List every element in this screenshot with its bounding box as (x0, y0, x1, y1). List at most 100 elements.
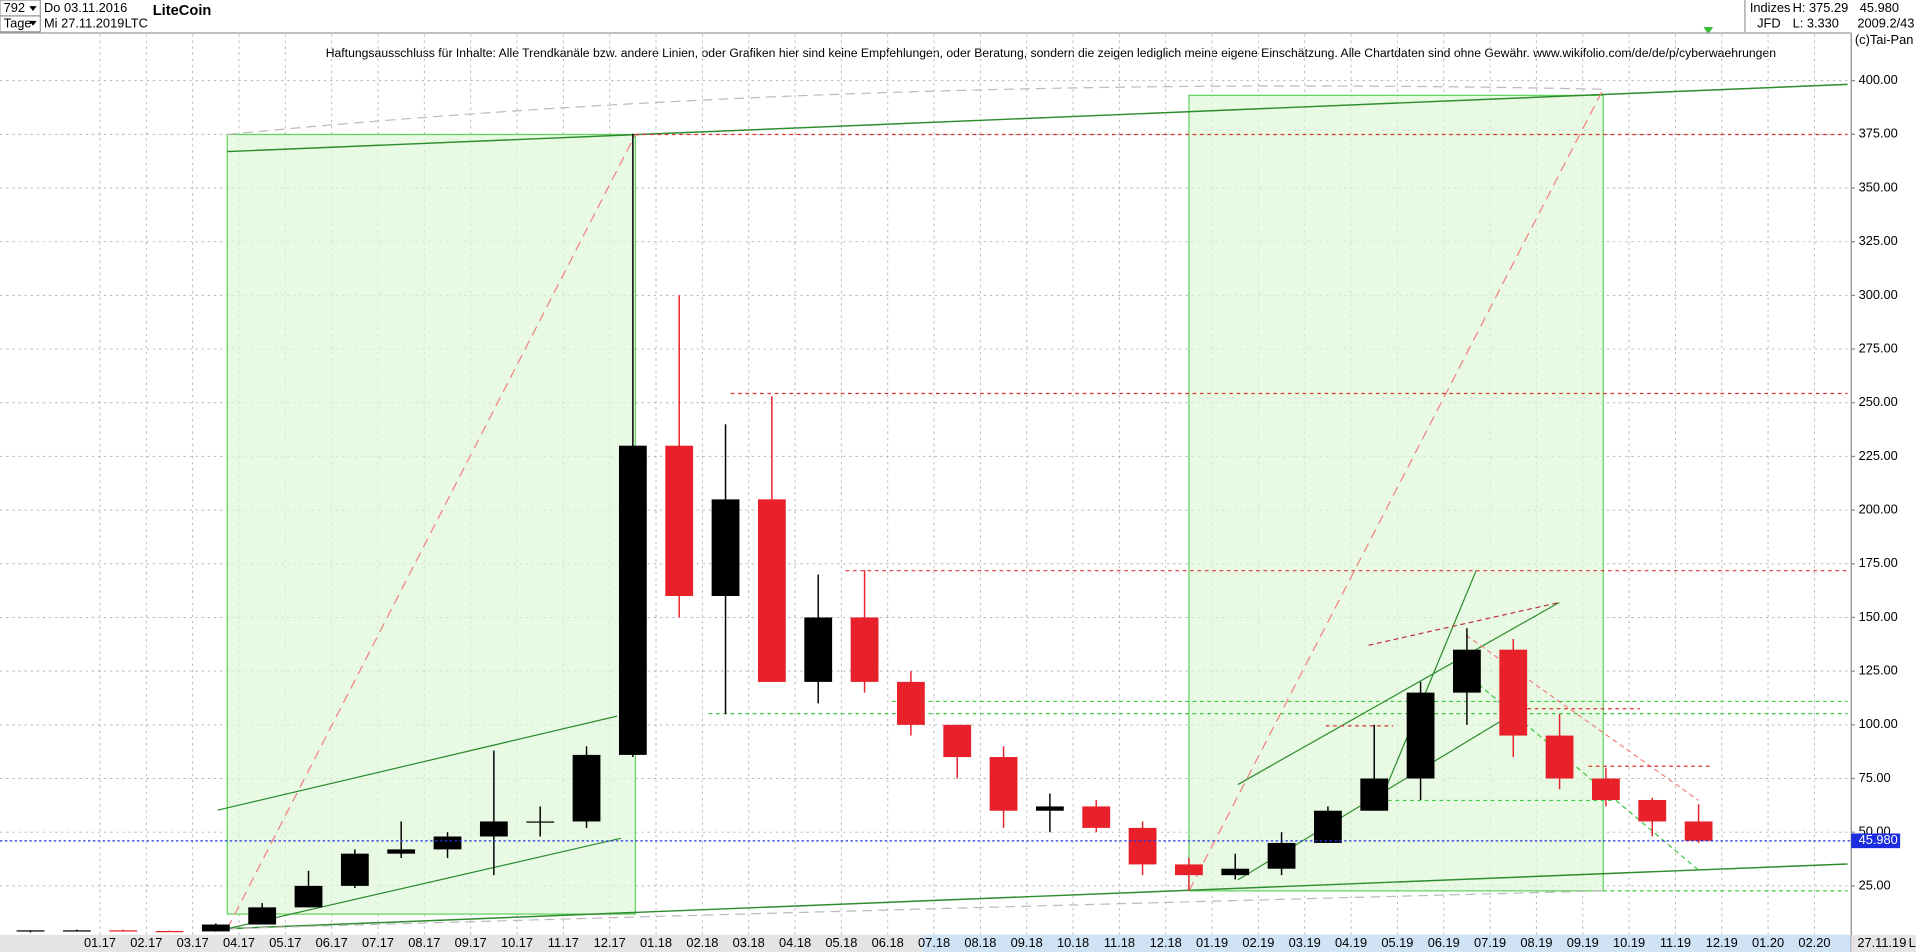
symbol: LTC (125, 15, 148, 30)
candle-body (1406, 692, 1435, 779)
source: JFD (1757, 15, 1781, 30)
y-tick-label: 175.00 (1859, 555, 1898, 570)
candle-body (526, 821, 555, 823)
candle-body (1174, 864, 1203, 876)
candle-body (294, 885, 323, 908)
from-date: Do 03.11.2016 (44, 0, 127, 15)
y-tick-label: 325.00 (1859, 233, 1898, 248)
x-tick-label: 03.19 (1289, 935, 1321, 950)
candle-body (1592, 778, 1620, 800)
candle-body (201, 924, 230, 932)
x-tick-label: 04.19 (1335, 935, 1367, 950)
x-tick-label: 06.17 (316, 935, 348, 950)
candle-body (1545, 735, 1574, 779)
candle-body (711, 499, 740, 596)
y-tick-label: 150.00 (1859, 609, 1898, 624)
to-date: Mi 27.11.2019 (44, 15, 124, 30)
candle-body (387, 849, 416, 854)
x-tick-label: 07.18 (918, 935, 950, 950)
x-tick-label: 05.19 (1381, 935, 1413, 950)
y-tick-label: 275.00 (1859, 340, 1898, 355)
candle-body (1082, 806, 1111, 828)
x-tick-label: 03.17 (177, 935, 209, 950)
x-tick-label: 06.18 (872, 935, 904, 950)
x-tick-label: 05.18 (825, 935, 857, 950)
y-tick-label: 75.00 (1859, 770, 1891, 785)
y-tick-label: 375.00 (1859, 126, 1898, 141)
y-tick-label: 25.00 (1859, 877, 1891, 892)
candle-body (1360, 778, 1389, 811)
arc (227, 85, 1604, 136)
y-tick-label: 125.00 (1859, 663, 1898, 678)
x-tick-label: 07.19 (1474, 935, 1506, 950)
group: Indizes (1750, 0, 1791, 15)
x-tick-label: 10.18 (1057, 935, 1089, 950)
period-select[interactable] (0, 15, 41, 33)
version: 2009.2/43 (1857, 15, 1914, 30)
dropdown-icon (29, 6, 37, 12)
scale-mode[interactable]: L (1909, 935, 1916, 950)
high: H: 375.29 (1793, 0, 1849, 15)
x-tick-label: 09.18 (1011, 935, 1043, 950)
period: Tage (4, 15, 32, 30)
x-tick-label: 08.18 (964, 935, 996, 950)
x-tick-label: 01.18 (640, 935, 672, 950)
x-tick-label: 12.17 (594, 935, 626, 950)
candle-body (943, 724, 972, 758)
x-tick-label: 07.17 (362, 935, 394, 950)
x-tick-label: 04.17 (223, 935, 255, 950)
y-tick-label: 200.00 (1859, 501, 1898, 516)
current-label: 45.980 (1859, 832, 1898, 847)
x-tick-label: 04.18 (779, 935, 811, 950)
x-tick-label: 12.18 (1150, 935, 1182, 950)
candle-body (618, 445, 647, 755)
channel (217, 715, 618, 811)
candle-body (340, 853, 369, 886)
candle-body (479, 821, 508, 837)
x-tick-label: 10.19 (1613, 935, 1645, 950)
zone (226, 133, 637, 915)
count: 792 (4, 0, 25, 15)
current-box (1851, 833, 1901, 849)
candle-body (989, 757, 1018, 811)
x-tick-label: 01.20 (1752, 935, 1784, 950)
x-tick-label: 09.19 (1567, 935, 1599, 950)
x-tick-label: 03.18 (733, 935, 765, 950)
x-tick-label: 05.17 (269, 935, 301, 950)
corner (1851, 934, 1916, 952)
candle-body (665, 445, 694, 596)
candle-body (1638, 799, 1667, 822)
x-tick-label: 09.17 (455, 935, 487, 950)
marker (1703, 26, 1714, 35)
candles (16, 133, 1713, 933)
candle-body (804, 617, 833, 682)
candle-body (62, 930, 91, 932)
x-axis-highlight (922, 934, 1852, 952)
y-tick-label: 100.00 (1859, 716, 1898, 731)
annotations (217, 83, 1848, 930)
y-tick-label: 225.00 (1859, 448, 1898, 463)
x-tick-label: 08.19 (1520, 935, 1552, 950)
arc (227, 890, 1604, 930)
y-tick-label: 400.00 (1859, 72, 1898, 87)
x-tick-label: 08.17 (408, 935, 440, 950)
candle-body (1314, 810, 1342, 843)
channel (1380, 570, 1477, 801)
x-tick-label: 10.17 (501, 935, 533, 950)
disclaimer: Haftungsausschluss für Inhalte: Alle Tre… (326, 46, 1776, 60)
candle-body (16, 930, 45, 932)
candle-body (1267, 842, 1296, 869)
candle-body (1221, 868, 1250, 876)
x-tick-label: 02.18 (686, 935, 718, 950)
trendline (227, 863, 1848, 930)
candle-body (850, 617, 879, 682)
last: 45.980 (1860, 0, 1899, 15)
channel (1237, 601, 1560, 786)
candle-body (248, 907, 277, 925)
candle-body (1684, 821, 1713, 841)
channel (227, 837, 621, 930)
chart-title: LiteCoin (153, 3, 212, 19)
y-tick-label: 350.00 (1859, 179, 1898, 194)
candle-body (1499, 649, 1528, 736)
x-tick-label: 02.17 (130, 935, 162, 950)
